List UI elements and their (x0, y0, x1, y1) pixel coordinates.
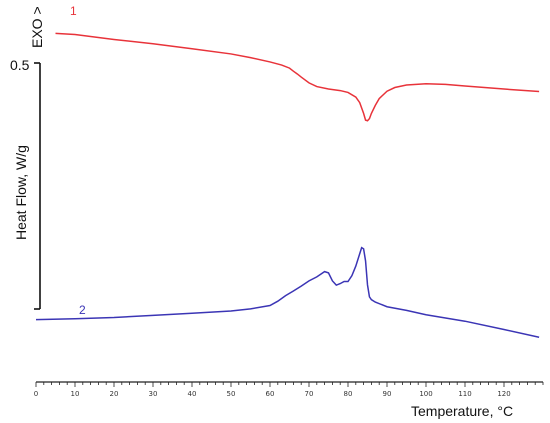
series-2-line (35, 246, 540, 338)
series-1-line (55, 32, 540, 122)
scale-bar (34, 62, 41, 310)
x-tick-label: 90 (383, 390, 392, 398)
series-1-label: 1 (70, 4, 77, 18)
exo-label: EXO > (29, 6, 45, 48)
x-axis-title: Temperature, °C (411, 403, 513, 419)
x-tick-label: 70 (305, 390, 314, 398)
x-tick-label: 20 (110, 390, 119, 398)
x-tick-label: 80 (344, 390, 353, 398)
x-tick-label: 50 (227, 390, 236, 398)
x-tick-label: 30 (149, 390, 158, 398)
x-tick-label: 110 (458, 390, 471, 398)
x-tick-label: 60 (266, 390, 275, 398)
scale-bar-label: 0.5 (10, 57, 30, 73)
x-tick-label: 10 (71, 390, 80, 398)
x-tick-label: 120 (497, 390, 510, 398)
y-axis-title: Heat Flow, W/g (13, 145, 29, 240)
x-tick-label: 100 (419, 390, 432, 398)
x-tick-label: 0 (34, 390, 38, 398)
series-2-label: 2 (79, 303, 86, 317)
x-tick-label: 40 (188, 390, 197, 398)
x-axis-ticks: 0 10 20 30 40 50 60 70 80 90 100 110 120 (34, 382, 544, 398)
